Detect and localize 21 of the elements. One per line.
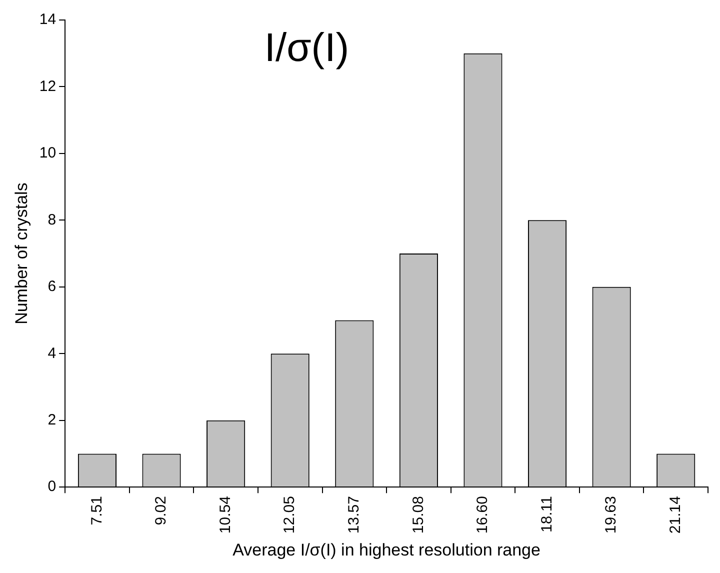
x-tick-label: 19.63 bbox=[602, 496, 620, 534]
x-tick-label: 10.54 bbox=[216, 496, 234, 534]
y-tick-label: 12 bbox=[39, 78, 56, 95]
x-tick-label: 9.02 bbox=[152, 496, 170, 526]
x-tick-label: 21.14 bbox=[666, 496, 684, 534]
x-tick-label: 7.51 bbox=[88, 496, 106, 526]
x-tick-label: 15.08 bbox=[410, 496, 427, 534]
y-axis-title: Number of crystals bbox=[12, 182, 31, 324]
y-tick-label: 2 bbox=[48, 411, 56, 428]
x-tick-label: 13.57 bbox=[346, 496, 363, 534]
y-tick-label: 14 bbox=[39, 11, 56, 28]
y-tick-label: 10 bbox=[39, 144, 56, 162]
y-tick-label: 4 bbox=[48, 344, 56, 362]
y-tick-label: 6 bbox=[48, 278, 56, 296]
y-tick-label: 0 bbox=[48, 478, 56, 496]
x-tick-label: 18.11 bbox=[538, 496, 556, 532]
x-tick-label: 16.60 bbox=[474, 496, 492, 534]
y-tick-label: 8 bbox=[48, 211, 56, 228]
x-axis-title: Average I/σ(I) in highest resolution range bbox=[232, 540, 540, 560]
x-tick-label: 12.05 bbox=[281, 496, 298, 534]
annotation: I/σ(I) bbox=[264, 26, 350, 70]
